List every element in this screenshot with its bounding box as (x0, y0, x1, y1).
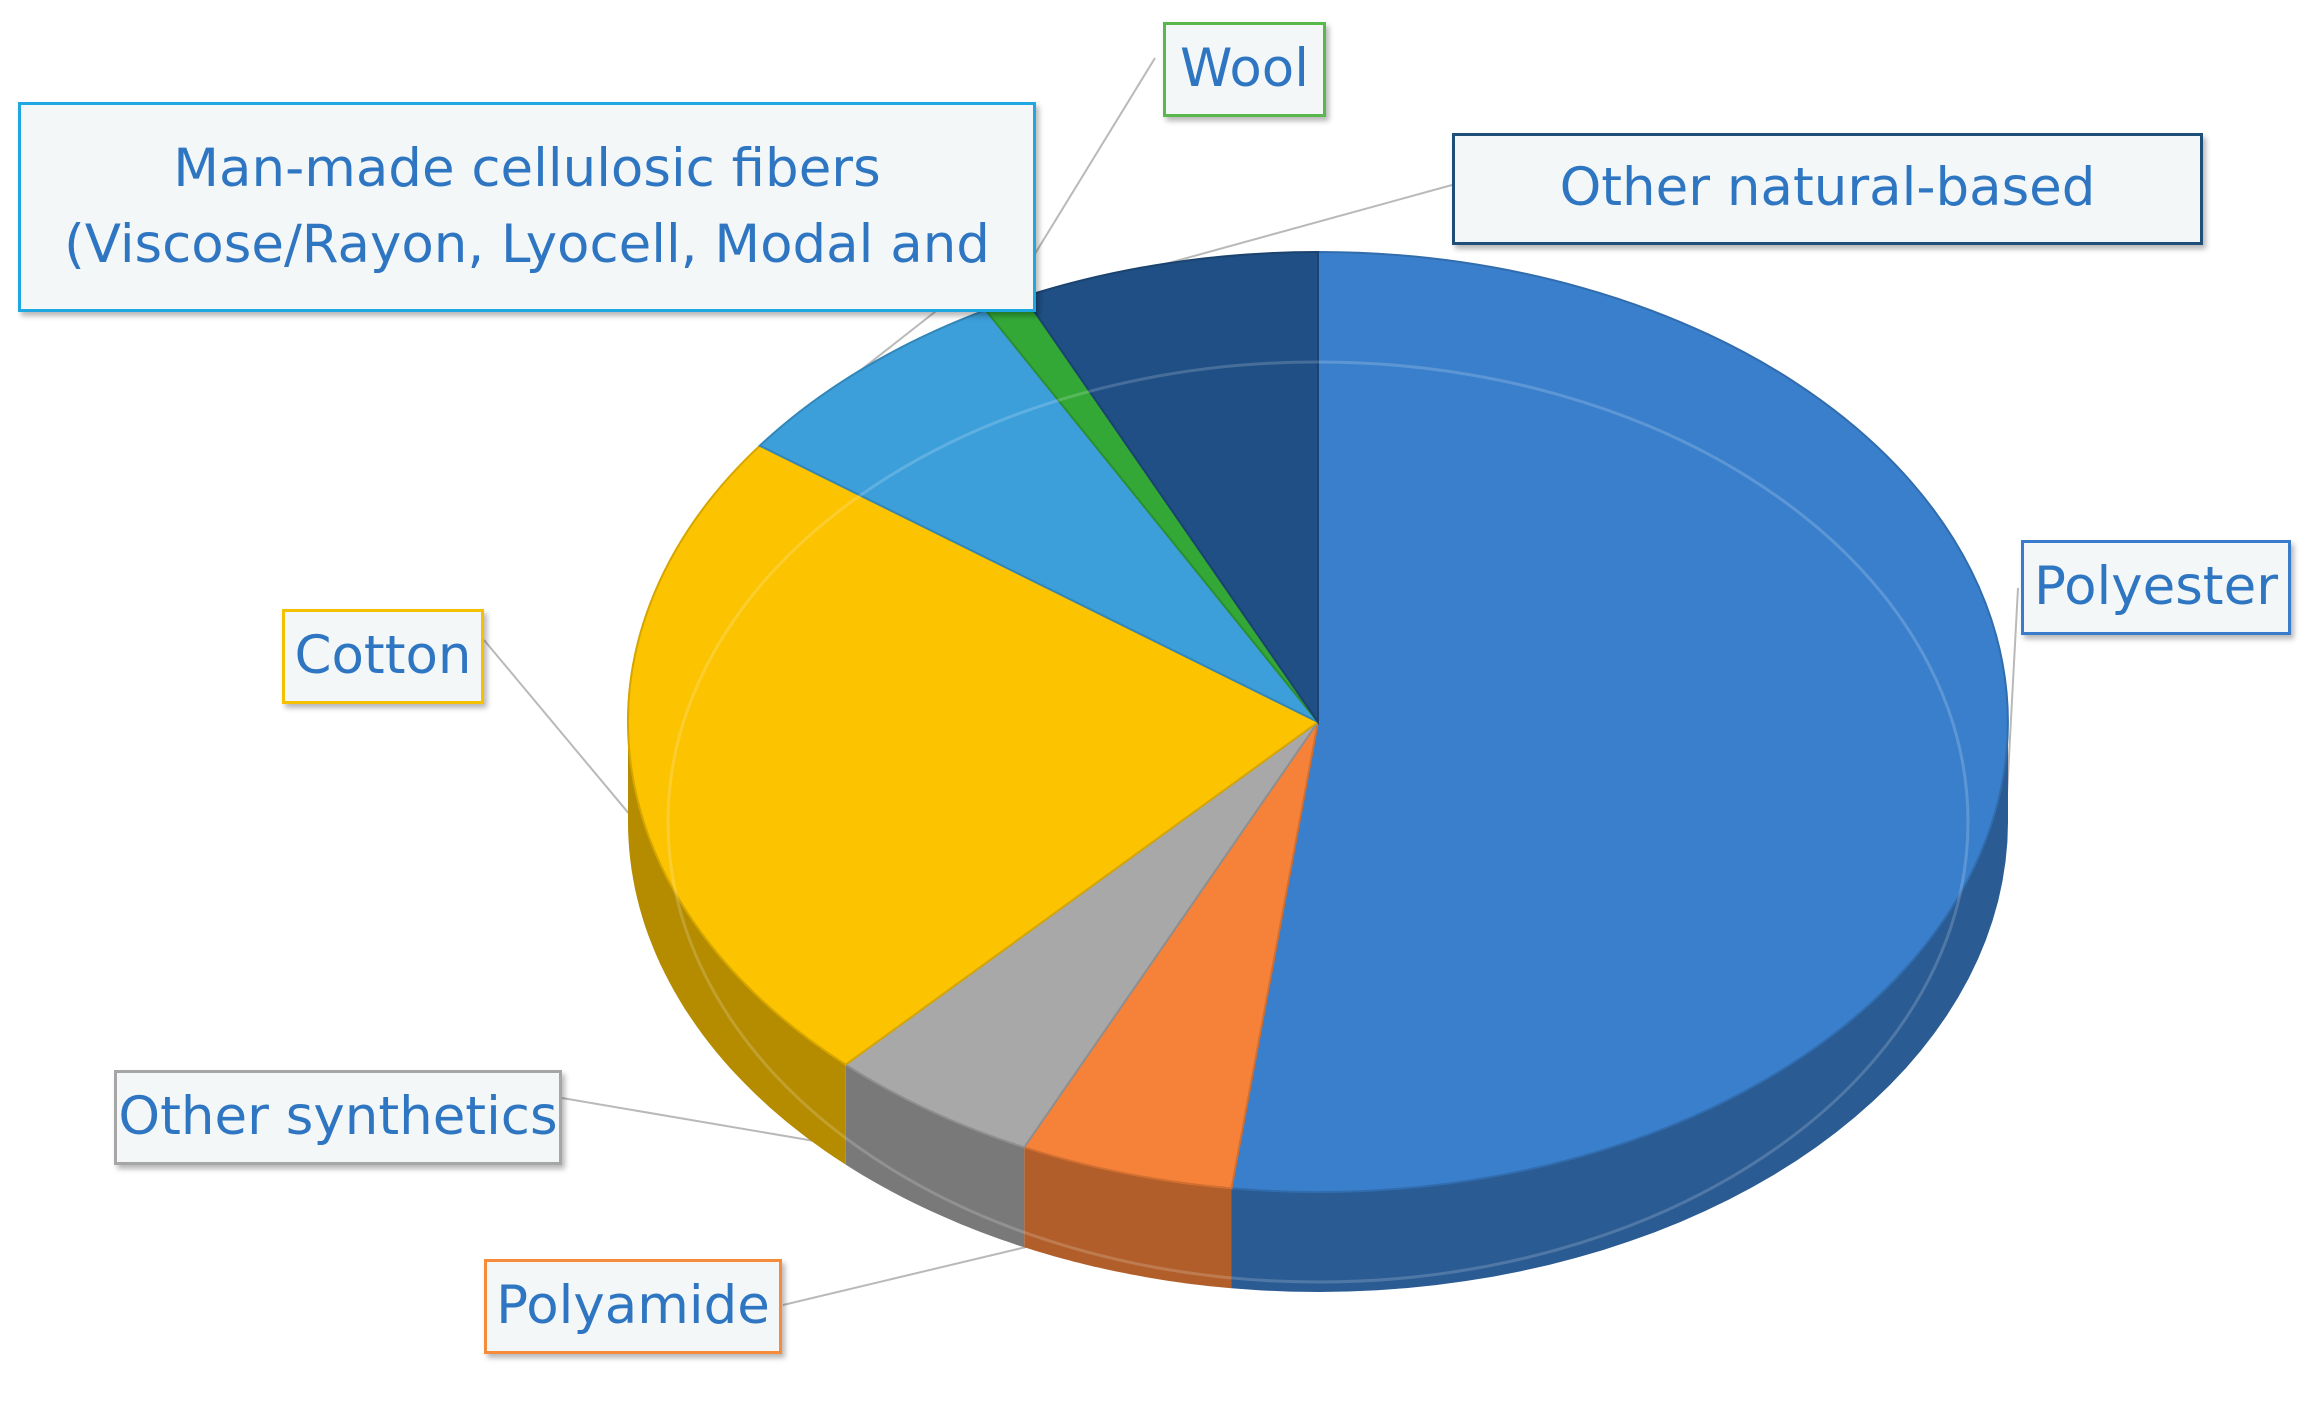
label-cotton: Cotton (282, 609, 484, 704)
leader-line-man-made-cellulosic-fibers-viscose-rayon (861, 303, 946, 371)
pie-side-cotton (628, 722, 846, 1165)
label-wool: Wool (1163, 22, 1326, 117)
leader-line-polyester (2005, 587, 2019, 802)
pie-slice-polyester (1230, 250, 2009, 1193)
leader-line-other-natural-based (1167, 184, 1453, 265)
pie-slice-man-made-cellulosic-fibers-viscose-rayon (758, 308, 1319, 723)
label-man-made-cellulosic-line-2: (Viscose/Rayon, Lyocell, Modal and (64, 214, 990, 275)
label-other-natural-based: Other natural-based (1452, 133, 2203, 245)
pie-side-polyester (1231, 722, 2008, 1292)
label-man-made-cellulosic-line-1: Man-made cellulosic fibers (173, 138, 881, 199)
label-other-synthetics: Other synthetics (114, 1070, 562, 1165)
pie-top-slices (627, 250, 2009, 1193)
label-man-made-cellulosic: Man-made cellulosic fibers (Viscose/Rayo… (18, 102, 1036, 312)
pie-slice-cotton (627, 444, 1320, 1066)
label-polyester: Polyester (2021, 540, 2291, 635)
pie-rim-highlight (666, 360, 1970, 1284)
label-polyamide: Polyamide (484, 1259, 782, 1354)
pie-side-other-synthetics (845, 1064, 1025, 1248)
leader-line-cotton (483, 639, 632, 817)
pie-slice-other-natural-based (1022, 250, 1319, 726)
pie-slice-polyamide (1022, 721, 1319, 1190)
pie-slice-other-synthetics (843, 721, 1319, 1149)
